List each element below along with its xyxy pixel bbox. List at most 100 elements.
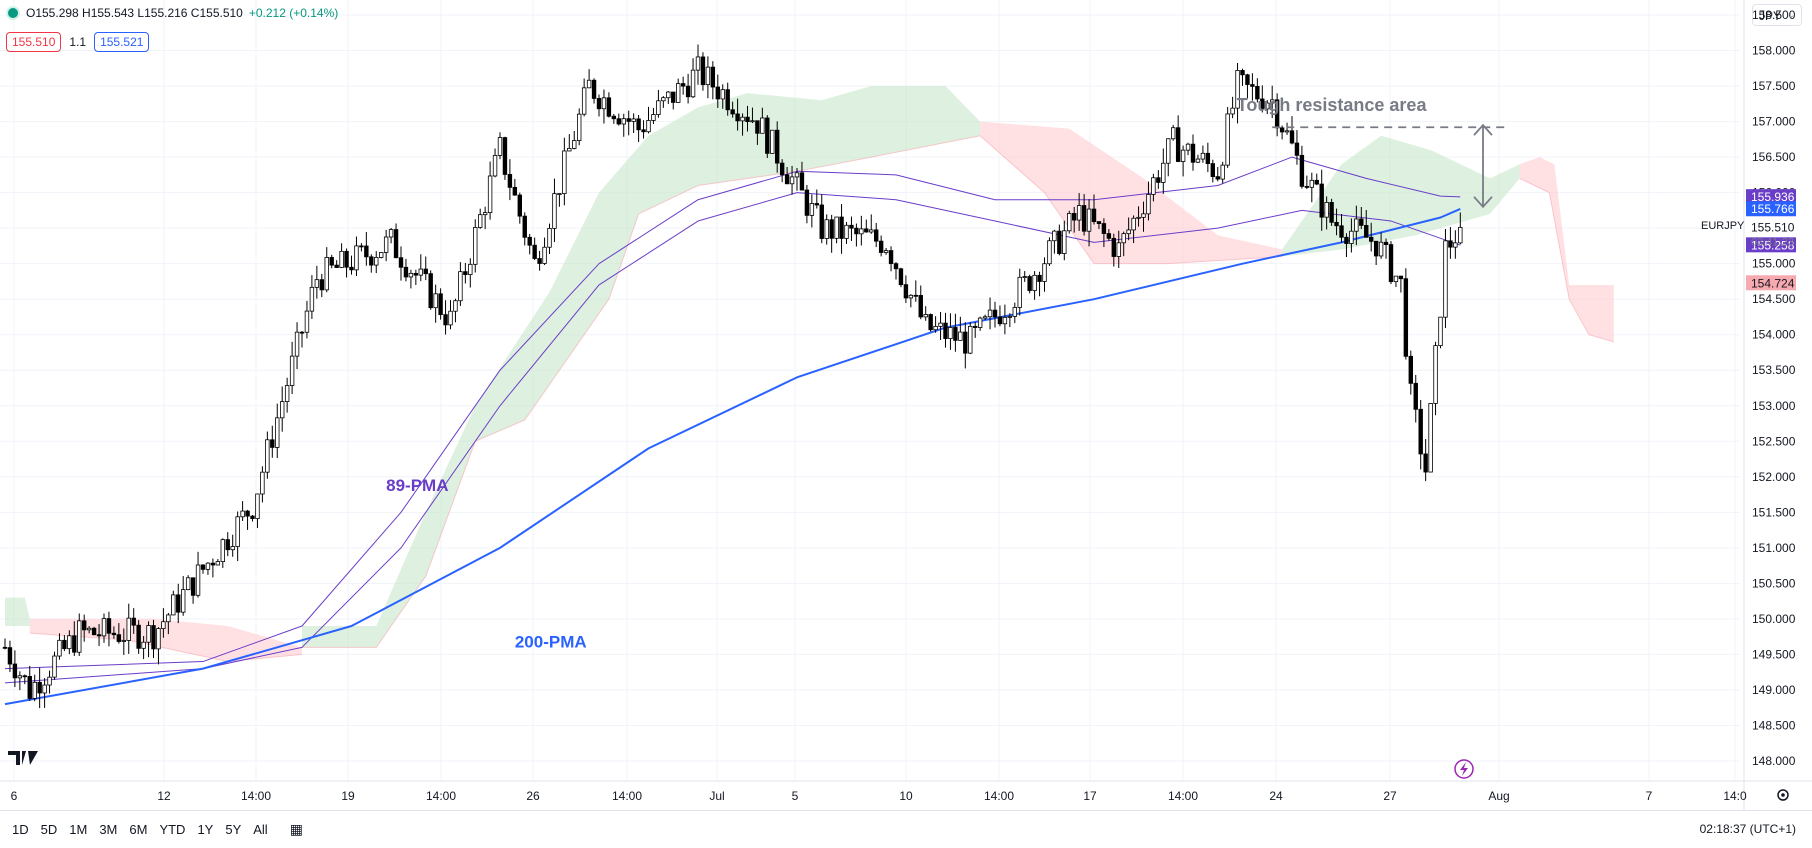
range-button-3m[interactable]: 3M <box>99 822 118 837</box>
candle <box>606 92 612 118</box>
candle-body <box>1096 221 1102 224</box>
candle-body <box>106 618 112 634</box>
candle-body <box>141 641 146 649</box>
candle-body <box>898 268 904 286</box>
candle-body <box>339 250 344 268</box>
candle-body <box>1265 102 1270 110</box>
candle <box>740 113 745 136</box>
candle-body <box>854 227 859 235</box>
candle <box>121 628 126 655</box>
settings-gear-icon[interactable] <box>1777 789 1789 801</box>
candle-body <box>309 286 315 312</box>
candle-body <box>304 310 310 333</box>
candle-body <box>725 89 730 111</box>
candle <box>1319 169 1324 231</box>
candle <box>1027 274 1032 294</box>
candle <box>1067 210 1072 234</box>
candle-body <box>695 56 701 71</box>
candle-body <box>557 193 562 195</box>
candle-body <box>1195 158 1201 163</box>
range-button-1y[interactable]: 1Y <box>197 822 214 837</box>
candle-body <box>1002 316 1008 325</box>
candle <box>923 306 928 321</box>
candle <box>1215 166 1220 182</box>
candle <box>666 90 671 104</box>
candle <box>1393 275 1399 287</box>
candle-body <box>893 263 899 270</box>
price-axis[interactable]: 148.000 148.500 149.000 149.500 150.000 150.5… <box>1746 8 1796 768</box>
candle <box>859 215 864 246</box>
candle <box>126 603 131 654</box>
candle-body <box>1349 230 1354 244</box>
candle-body <box>126 617 131 641</box>
candle-body <box>1225 113 1230 166</box>
range-button-ytd[interactable]: YTD <box>159 822 186 837</box>
candle-body <box>1339 225 1344 238</box>
time-axis[interactable]: 6 12 14:00 19 14:00 26 14:00 Jul 5 10 14:00 17 14:00… <box>11 789 1747 803</box>
candle <box>1284 122 1290 135</box>
candle-body <box>804 189 810 216</box>
cloud-bear-band-edge <box>979 135 1283 265</box>
candle-body <box>176 594 181 613</box>
candle <box>695 44 701 85</box>
candle-body <box>938 322 943 327</box>
candle <box>22 674 27 685</box>
candle-body <box>1329 202 1334 223</box>
candle <box>156 627 161 665</box>
candle <box>1007 313 1013 328</box>
candle-body <box>1309 179 1314 188</box>
candle <box>1364 209 1369 238</box>
candle-body <box>1205 152 1211 164</box>
range-button-1d[interactable]: 1D <box>12 822 29 837</box>
cloud-bear-band-edge <box>1519 177 1614 343</box>
candle <box>319 273 324 298</box>
candle-body <box>992 309 998 318</box>
candle <box>161 608 166 638</box>
candle-body <box>299 331 305 334</box>
range-button-5y[interactable]: 5Y <box>225 822 242 837</box>
candle-body <box>111 632 117 636</box>
candle <box>86 626 92 634</box>
candle <box>997 305 1003 327</box>
price-chart[interactable]: 89-PMA 200-PMA Tough resistance area 148.0… <box>0 0 1812 810</box>
lightning-icon[interactable] <box>1454 759 1474 779</box>
candle-body <box>616 118 621 125</box>
range-button-6m[interactable]: 6M <box>129 822 148 837</box>
range-button-5d[interactable]: 5D <box>40 822 58 837</box>
candle-body <box>47 676 52 686</box>
candle-body <box>477 214 483 228</box>
candle-body <box>982 316 988 319</box>
calendar-icon[interactable]: ▦ <box>289 821 303 837</box>
candle <box>2 638 8 650</box>
candle <box>661 96 666 108</box>
candle <box>581 78 587 117</box>
tradingview-logo-icon[interactable] <box>8 751 38 765</box>
candle-body <box>1190 143 1196 163</box>
candle-body <box>606 97 612 117</box>
candle <box>1255 78 1260 103</box>
candle <box>1101 218 1107 248</box>
candle <box>378 252 384 259</box>
candle <box>824 214 829 245</box>
candle-body <box>685 85 691 98</box>
candle <box>572 130 577 150</box>
clock[interactable]: 02:18:37 (UTC+1) <box>1699 822 1796 836</box>
sell-button[interactable]: 155.510 <box>6 32 62 52</box>
candle <box>537 250 542 271</box>
currency-select[interactable]: JPY ⌄ <box>1752 4 1802 26</box>
candle <box>908 294 914 308</box>
buy-button[interactable]: 155.521 <box>94 32 150 52</box>
candle-body <box>567 147 572 152</box>
candle-body <box>215 561 221 566</box>
candle-body <box>413 272 419 276</box>
candle <box>641 120 646 139</box>
annotations: 89-PMA 200-PMA Tough resistance area <box>386 95 1505 651</box>
candle <box>1022 271 1027 282</box>
price-marker-label: 155.936 <box>1751 190 1795 204</box>
range-button-1m[interactable]: 1M <box>69 822 88 837</box>
candle-body <box>1146 194 1151 215</box>
candle-body <box>740 116 745 122</box>
candle <box>1304 175 1310 190</box>
candle-body <box>17 675 23 679</box>
range-button-all[interactable]: All <box>253 822 268 837</box>
